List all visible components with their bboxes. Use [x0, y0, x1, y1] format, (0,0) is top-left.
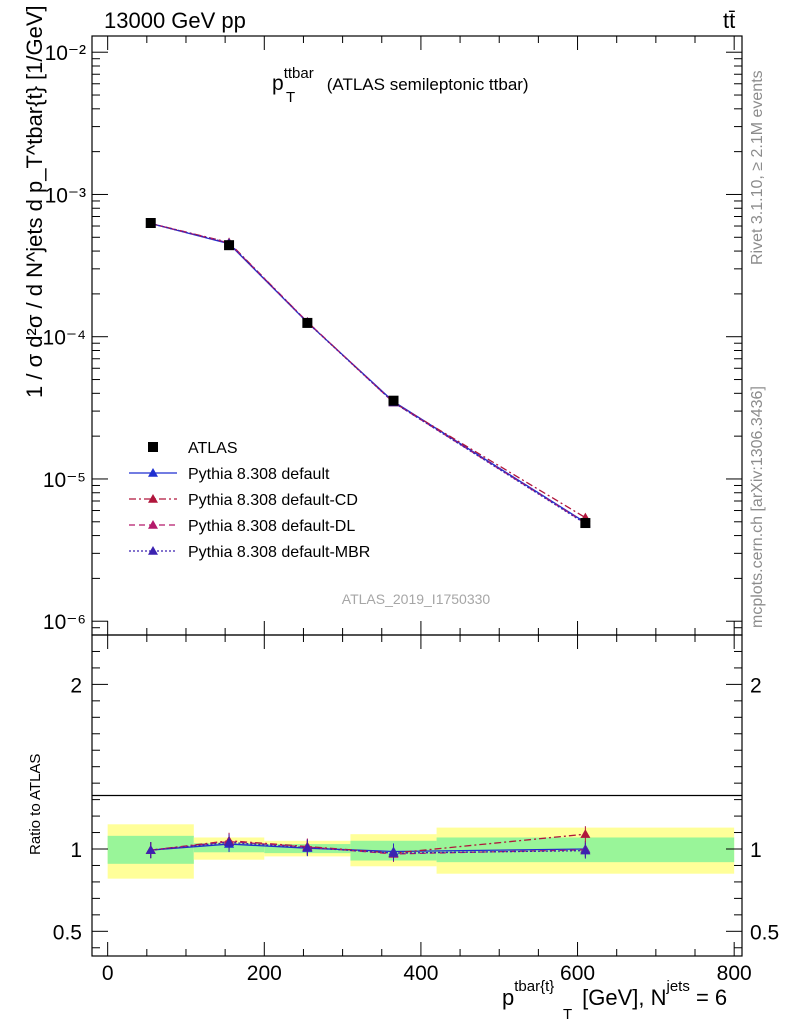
ratio-y-tick-label-right: 1 — [750, 839, 762, 862]
main-y-tick-label: 10⁻⁵ — [43, 469, 86, 492]
legend-label: Pythia 8.308 default-CD — [188, 492, 358, 509]
x-tick-label: 800 — [717, 962, 752, 985]
mcplots-label: mcplots.cern.ch [arXiv:1306.3436] — [749, 386, 766, 628]
legend-label: ATLAS — [188, 440, 238, 457]
legend: ATLAS Pythia 8.308 default Pythia 8.308 de… — [129, 440, 370, 561]
xlabel-sub: T — [563, 1006, 572, 1023]
legend-marker — [148, 468, 158, 477]
ratio-y-axis-label: Ratio to ATLAS — [27, 754, 44, 855]
ratio-marks — [145, 826, 591, 862]
ratio-y-tick-label: 1 — [70, 839, 82, 862]
rivet-version-label: Rivet 3.1.10, ≥ 2.1M events — [749, 70, 766, 265]
title-main: p — [272, 72, 284, 95]
main-y-tick-label: 10⁻⁴ — [43, 327, 86, 350]
xlabel-sup2: jets — [665, 978, 689, 995]
legend-marker — [148, 546, 158, 555]
legend-label: Pythia 8.308 default-DL — [188, 518, 355, 535]
legend-marker — [148, 520, 158, 529]
ratio-mc-marker — [580, 845, 591, 855]
ratio-y-tick-label: 2 — [70, 674, 82, 697]
main-data-point — [388, 395, 399, 406]
main-title: pttbar T (ATLAS semileptonic ttbar) — [272, 65, 529, 106]
ratio-y-tick-label-right: 2 — [750, 674, 762, 697]
xlabel-rest: [GeV], N — [576, 985, 666, 1010]
title-sub: T — [286, 89, 295, 106]
main-data-point — [224, 240, 235, 251]
ratio-mc-marker — [580, 829, 591, 838]
ratio-y-tick-label-right: 0.5 — [750, 921, 779, 944]
x-tick-label: 400 — [403, 962, 438, 985]
main-panel: pttbar T (ATLAS semileptonic ttbar) 1 / σ… — [22, 5, 743, 636]
title-rest: (ATLAS semileptonic ttbar) — [322, 75, 529, 94]
x-tick-label: 200 — [247, 962, 282, 985]
legend-marker-atlas — [148, 442, 158, 452]
xlabel-end: = 6 — [690, 985, 727, 1010]
main-y-ticks: 10⁻⁶ 10⁻⁵ 10⁻⁴ 10⁻³ 10⁻² — [43, 42, 742, 636]
main-data-point — [145, 218, 156, 229]
x-tick-label: 600 — [560, 962, 595, 985]
process-label: tt̄ — [723, 8, 735, 33]
main-data-point — [302, 317, 313, 328]
analysis-watermark: ATLAS_2019_I1750330 — [342, 591, 491, 607]
ratio-mc-marker — [224, 837, 235, 847]
legend-label: Pythia 8.308 default — [188, 466, 330, 483]
legend-label: Pythia 8.308 default-MBR — [188, 544, 370, 561]
ratio-frame — [91, 634, 743, 957]
xlabel-sup: tbar{t} — [514, 978, 554, 995]
ratio-panel: Ratio to ATLAS 0.5 0.51 12 2 0 200 400 600 800 … — [27, 36, 779, 1023]
energy-label: 13000 GeV pp — [104, 8, 246, 33]
x-tick-label: 0 — [102, 962, 114, 985]
main-y-tick-label: 10⁻⁶ — [43, 611, 86, 634]
xlabel-main: p — [502, 985, 514, 1010]
main-y-tick-label: 10⁻³ — [45, 184, 86, 207]
ratio-mc-marker — [388, 848, 399, 857]
main-data-point — [580, 518, 591, 529]
x-ticks: 0 200 400 600 800 — [102, 36, 752, 985]
main-marks — [145, 218, 591, 529]
legend-marker — [148, 494, 158, 503]
main-y-axis-label: 1 / σ d²σ / d N^jets d p_T^tbar{t} [1/Ge… — [22, 5, 47, 398]
ratio-y-ticks: 0.5 0.5 1 1 2 2 — [53, 634, 779, 949]
ratio-mc-marker — [302, 842, 313, 852]
ratio-y-tick-label: 0.5 — [53, 921, 82, 944]
main-y-tick-label: 10⁻² — [45, 42, 86, 65]
ratio-mc-marker — [145, 845, 156, 854]
title-sup: ttbar — [284, 65, 314, 82]
x-axis-label: ptbar{t} T [GeV], Njets = 6 — [502, 978, 727, 1023]
